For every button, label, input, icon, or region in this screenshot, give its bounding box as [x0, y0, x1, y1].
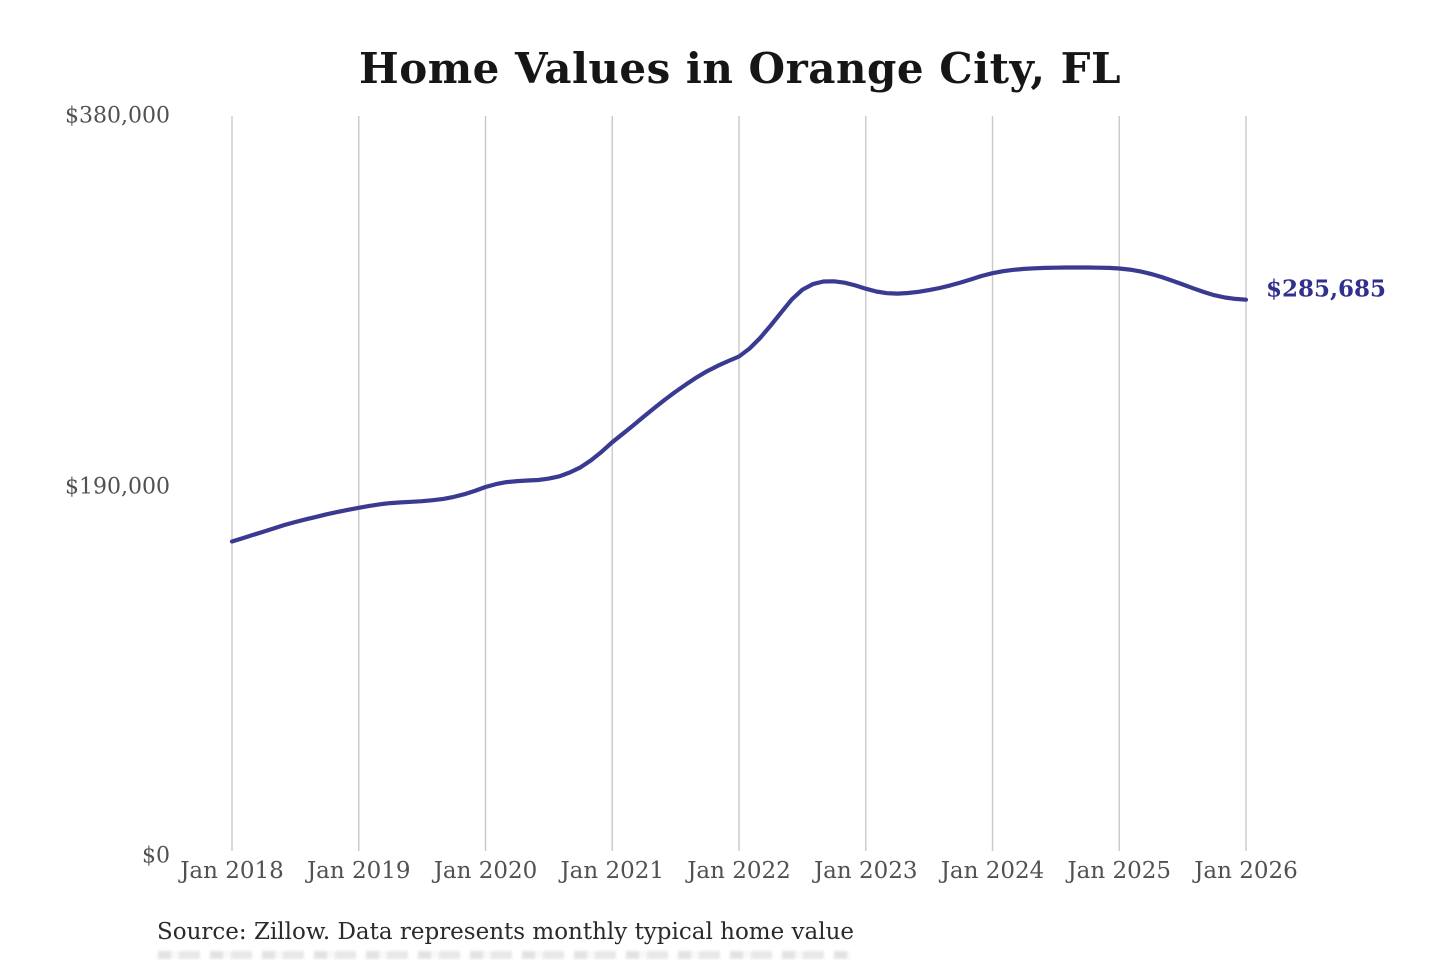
- source-note: Source: Zillow. Data represents monthly …: [157, 919, 855, 945]
- chart-title: Home Values in Orange City, FL: [359, 44, 1121, 93]
- y-tick-label-380000: $380,000: [65, 103, 170, 129]
- home-value-line: [229, 265, 1249, 544]
- x-tick-label: Jan 2022: [687, 858, 791, 884]
- x-tick-label: Jan 2020: [433, 858, 538, 884]
- x-tick-label: Jan 2018: [180, 858, 284, 884]
- gridlines: [231, 116, 1247, 851]
- x-tick-label: Jan 2024: [940, 858, 1045, 884]
- x-tick-label: Jan 2026: [1194, 858, 1298, 884]
- x-tick-label: Jan 2023: [813, 858, 918, 884]
- cropped-text-artifact: [158, 951, 850, 959]
- y-tick-label-0: $0: [142, 843, 170, 869]
- y-tick-label-190000: $190,000: [65, 474, 170, 500]
- x-tick-label: Jan 2025: [1067, 858, 1172, 884]
- x-tick-label: Jan 2021: [560, 858, 665, 884]
- current-value-label: $285,685: [1266, 275, 1387, 303]
- x-tick-label: Jan 2019: [306, 858, 411, 884]
